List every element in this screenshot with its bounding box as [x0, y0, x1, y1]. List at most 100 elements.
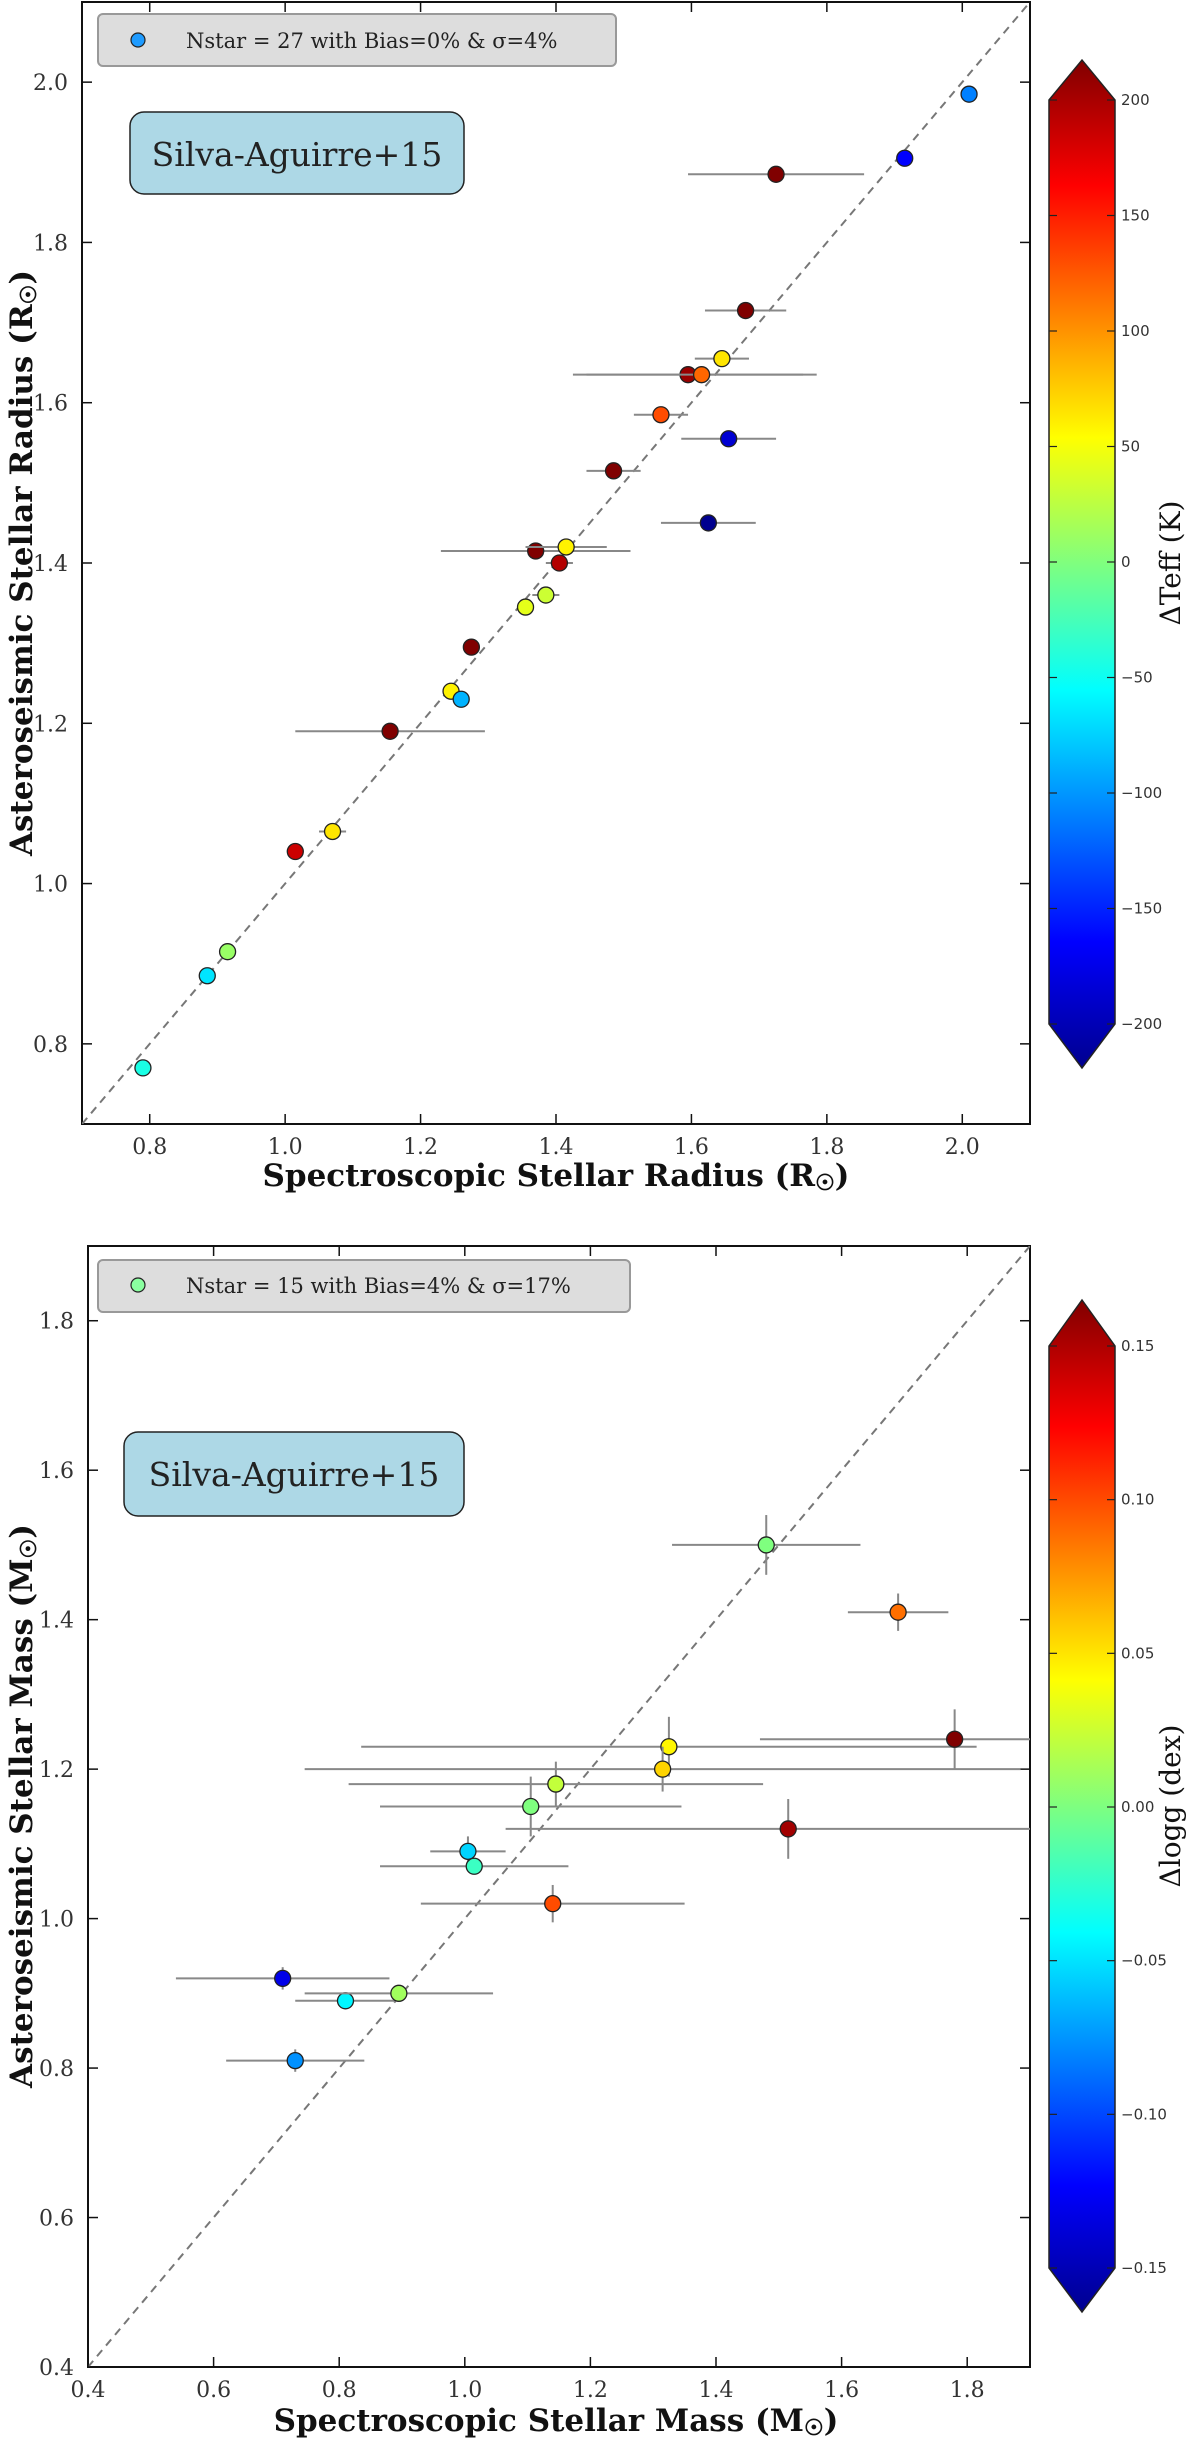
colorbar-tick-label: −0.05 [1121, 1952, 1167, 1970]
data-point [889, 1603, 907, 1621]
radius-legend-label: Nstar = 27 with Bias=0% & σ=4% [186, 29, 557, 53]
x-tick-label: 1.4 [539, 1135, 574, 1160]
x-tick-label: 1.2 [403, 1135, 438, 1160]
logg-colorbar-ticks: 0.15 0.10 0.05 0.00 −0.05 −0.10 −0.15 [1049, 1337, 1167, 2277]
data-point [767, 165, 785, 183]
colorbar-tick-label: −150 [1121, 900, 1162, 918]
data-point [522, 1797, 540, 1816]
y-tick-label: 1.4 [33, 552, 68, 577]
data-point [134, 1059, 152, 1077]
data-point [452, 690, 470, 708]
legend-marker [130, 32, 146, 48]
data-point [720, 430, 738, 448]
data-point [653, 1760, 672, 1778]
data-point [527, 542, 545, 560]
data-point [218, 943, 237, 961]
colorbar-tick-label: −200 [1121, 1015, 1162, 1033]
y-tick-label: 1.2 [33, 712, 68, 737]
data-point [390, 1984, 408, 2002]
colorbar-tick-label: −100 [1121, 784, 1162, 802]
y-tick-label: 1.2 [39, 1758, 74, 1783]
radius-legend: Nstar = 27 with Bias=0% & σ=4% [97, 13, 617, 67]
mass-legend: Nstar = 15 with Bias=4% & σ=17% [97, 1259, 631, 1313]
data-point [757, 1536, 775, 1554]
colorbar-tick-label: −0.10 [1121, 2105, 1167, 2123]
radius-annotation-text: Silva-Aguirre+15 [152, 135, 443, 174]
colorbar-tick-label: 100 [1121, 322, 1150, 340]
data-point [660, 1738, 678, 1756]
x-tick-label: 1.6 [674, 1135, 709, 1160]
data-point [547, 1775, 565, 1793]
y-tick-label: 1.8 [39, 1310, 74, 1335]
data-point [652, 406, 670, 424]
data-point [274, 1969, 292, 1988]
colorbar-tick-label: −0.15 [1121, 2259, 1167, 2277]
data-point [381, 722, 399, 740]
y-tick-label: 1.0 [39, 1908, 74, 1933]
teff-colorbar-ticks: 200 150 100 50 0 −50 −100 −150 −200 [1049, 91, 1162, 1033]
legend-box [97, 1259, 631, 1313]
colorbar-tick-label: 0.05 [1121, 1644, 1154, 1662]
data-point [779, 1820, 797, 1838]
colorbar-tick-label: 0.10 [1121, 1491, 1154, 1509]
x-tick-label: 0.8 [132, 1135, 167, 1160]
y-tick-label: 1.6 [33, 392, 68, 417]
colorbar-tick-label: 0.15 [1121, 1337, 1154, 1355]
x-tick-label: 1.8 [809, 1135, 844, 1160]
y-tick-label: 0.6 [39, 2207, 74, 2232]
data-point [604, 462, 623, 480]
mass-axis-ticks: 0.4 0.6 0.8 1.0 1.2 1.4 1.6 1.8 0.4 0.6 0.8 1.0 1.2 1… [39, 1246, 1030, 2403]
y-tick-label: 0.4 [39, 2356, 74, 2381]
teff-colorbar: 200 150 100 50 0 −50 −100 −150 −200 ΔTeff (K) [1048, 58, 1187, 1070]
data-point [713, 349, 731, 368]
data-point [537, 586, 555, 604]
logg-colorbar-body [1048, 1298, 1116, 2314]
mass-panel: 0.4 0.6 0.8 1.0 1.2 1.4 1.6 1.8 0.4 0.6 0.8 1.0 1.2 1… [4, 1245, 1187, 2441]
logg-colorbar: 0.15 0.10 0.05 0.00 −0.05 −0.10 −0.15 Δlogg (d… [1048, 1298, 1187, 2314]
legend-marker [130, 1277, 146, 1293]
radius-y-axis-label: Asteroseismic Stellar Radius (R☉) [4, 270, 42, 857]
data-point [736, 301, 755, 320]
y-tick-label: 2.0 [33, 71, 68, 96]
teff-colorbar-label: ΔTeff (K) [1154, 501, 1187, 626]
data-point [544, 1895, 562, 1913]
mass-data-points [175, 1515, 1030, 2072]
y-tick-label: 1.8 [33, 231, 68, 256]
mass-x-axis-label: Spectroscopic Stellar Mass (M☉) [274, 2403, 839, 2441]
x-tick-label: 0.4 [71, 2378, 106, 2403]
data-point [323, 822, 342, 841]
x-tick-label: 0.8 [322, 2378, 357, 2403]
x-tick-label: 1.0 [268, 1135, 303, 1160]
data-point [550, 554, 569, 572]
data-point [286, 2051, 304, 2070]
mass-annotation-text: Silva-Aguirre+15 [149, 1455, 440, 1494]
x-tick-label: 1.4 [699, 2378, 734, 2403]
y-tick-label: 0.8 [33, 1033, 68, 1058]
data-point [459, 1842, 477, 1860]
x-tick-label: 1.8 [950, 2378, 985, 2403]
x-tick-label: 1.6 [824, 2378, 859, 2403]
x-tick-label: 0.6 [196, 2378, 231, 2403]
x-tick-label: 1.2 [573, 2378, 608, 2403]
data-point [945, 1730, 964, 1748]
radius-x-axis-label: Spectroscopic Stellar Radius (R☉) [263, 1158, 850, 1196]
data-point [557, 538, 575, 556]
data-point [336, 1992, 355, 2010]
radius-data-points [134, 85, 978, 1077]
y-tick-label: 0.8 [39, 2057, 74, 2082]
data-point [896, 149, 914, 167]
colorbar-tick-label: 0.00 [1121, 1798, 1154, 1816]
x-tick-label: 1.0 [447, 2378, 482, 2403]
y-tick-label: 1.6 [39, 1459, 74, 1484]
data-point [462, 638, 481, 656]
annotation-box [129, 111, 465, 195]
data-point [960, 85, 978, 103]
colorbar-tick-label: 200 [1121, 91, 1150, 109]
y-tick-label: 1.4 [39, 1609, 74, 1634]
colorbar-tick-label: 50 [1121, 438, 1140, 456]
data-point [465, 1857, 483, 1875]
legend-box [97, 13, 617, 67]
data-point [198, 967, 216, 985]
radius-panel: 0.8 1.0 1.2 1.4 1.6 1.8 2.0 0.8 1.0 1.2 1.4 1.6 1.8 2… [4, 1, 1187, 1196]
